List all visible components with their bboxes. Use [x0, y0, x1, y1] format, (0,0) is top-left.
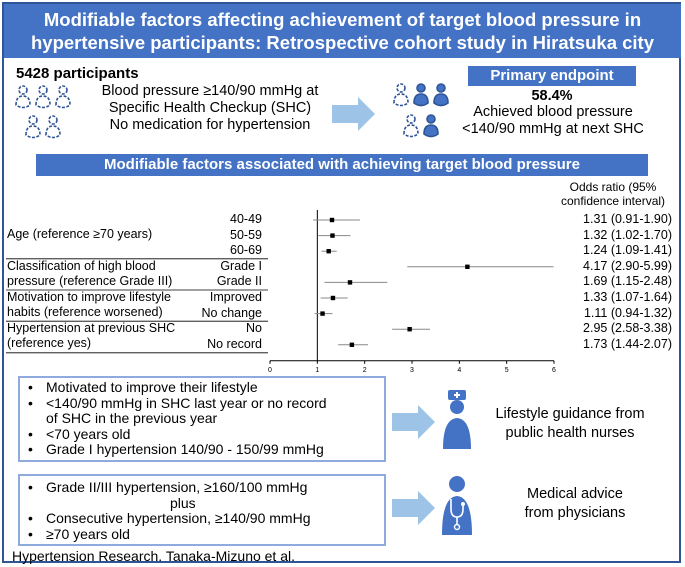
- x-tick-label: 3: [410, 367, 414, 374]
- lifestyle-item-text: of SHC in the previous year: [46, 410, 218, 426]
- endpoint-line-2: <140/90 mmHg at next SHC: [462, 121, 644, 137]
- x-tick-label: 4: [457, 367, 461, 374]
- subgroup-label: Grade II: [216, 274, 262, 289]
- odds-ratio-text: 1.69 (1.15-2.48): [583, 274, 672, 289]
- lifestyle-item-text: Grade I hypertension 140/90 - 150/99 mmH…: [46, 441, 324, 457]
- medical-item: • ≥70 years old: [28, 525, 130, 542]
- citation: Hypertension Research. Tanaka-Mizuno et …: [12, 548, 296, 564]
- x-tick-label: 5: [505, 367, 509, 374]
- medical-outcome: Medical advice from physicians: [490, 485, 660, 523]
- or-header: Odds ratio (95% confidence interval): [553, 180, 673, 208]
- lifestyle-outcome-line-1: Lifestyle guidance from: [495, 406, 645, 422]
- criteria-line-1: Blood pressure ≥140/90 mmHg at: [101, 83, 319, 99]
- nurse-icon: [443, 390, 471, 449]
- title-line-1: Modifiable factors affecting achievement…: [43, 9, 642, 30]
- subgroup-label: Improved: [209, 290, 262, 304]
- lifestyle-list: • Motivated to improve their lifestyle • <1…: [20, 379, 384, 458]
- criteria-line-2: Specific Health Checkup (SHC): [108, 100, 312, 116]
- medical-plus-text: plus: [170, 494, 196, 511]
- right-arrow-icon: [332, 97, 375, 131]
- lifestyle-item-text: <70 years old: [46, 425, 131, 442]
- x-tick-label: 6: [552, 367, 556, 374]
- point-estimate: [347, 280, 353, 285]
- lifestyle-item-text: Motivated to improve their lifestyle: [46, 379, 258, 395]
- medical-plus: plus: [20, 494, 384, 512]
- odds-ratio-text: 1.31 (0.91-1.90): [583, 212, 672, 226]
- odds-ratio-text: 4.17 (2.90-5.99): [583, 258, 672, 273]
- lifestyle-arrow-icon: [392, 405, 435, 439]
- medical-outcome-line-2: from physicians: [524, 505, 626, 521]
- point-estimate: [465, 264, 470, 269]
- lifestyle-criteria-box: • Motivated to improve their lifestyle • <1…: [18, 376, 386, 462]
- medical-item-text: Grade II/III hypertension, ≥160/100 mmHg: [46, 479, 308, 495]
- medical-list: • Grade II/III hypertension, ≥160/100 mmH…: [20, 479, 384, 542]
- people-group-icon: [15, 85, 71, 139]
- participants-count: 5428 participants: [16, 65, 139, 82]
- odds-ratio-text: 1.33 (1.07-1.64): [583, 290, 672, 304]
- group-label: (reference yes): [7, 336, 92, 350]
- endpoint-line-1: Achieved blood pressure: [473, 104, 633, 120]
- title-line-2: hypertensive participants: Retrospective…: [30, 32, 654, 53]
- odds-ratio-text: 1.73 (1.44-2.07): [583, 336, 672, 351]
- forest-plot: Odds ratio (95% confidence interval) 0 1 2…: [0, 178, 685, 374]
- point-estimate: [330, 233, 335, 238]
- people-achieved-icon: [393, 83, 449, 138]
- group-label: habits (reference worsened): [7, 304, 163, 319]
- subgroup-label: No record: [207, 336, 262, 351]
- group-label: Classification of high blood: [7, 258, 156, 273]
- lifestyle-outcome: Lifestyle guidance from public health nu…: [480, 405, 660, 443]
- medical-arrow-icon: [392, 491, 435, 525]
- or-header-line-2: confidence interval): [560, 194, 666, 208]
- subgroup-label: 40-49: [230, 212, 262, 226]
- lifestyle-item-text: <140/90 mmHg in SHC last year or no reco…: [46, 394, 327, 411]
- point-estimate: [326, 249, 331, 254]
- subgroup-label: No change: [201, 305, 262, 320]
- medical-criteria-box: • Grade II/III hypertension, ≥160/100 mmH…: [18, 474, 386, 546]
- lifestyle-item: • Motivated to improve their lifestyle: [20, 379, 384, 396]
- odds-ratio-text: 1.32 (1.02-1.70): [583, 227, 672, 242]
- medical-item-text: ≥70 years old: [46, 525, 130, 542]
- physician-icon: [442, 476, 472, 535]
- or-header-line-1: Odds ratio (95%: [569, 180, 657, 194]
- group-label: pressure (reference Grade III): [7, 273, 173, 288]
- subgroup-label: 50-59: [230, 227, 262, 242]
- odds-ratio-text: 2.95 (2.58-3.38): [583, 321, 672, 336]
- subgroup-label: No: [246, 321, 262, 336]
- point-estimate: [407, 327, 412, 332]
- inclusion-criteria: Blood pressure ≥140/90 mmHg at Specific …: [80, 83, 340, 134]
- lifestyle-item: • <70 years old: [20, 425, 384, 443]
- subgroup-label: Grade I: [220, 258, 262, 273]
- lifestyle-outcome-line-2: public health nurses: [505, 425, 635, 441]
- factors-banner: Modifiable factors associated with achie…: [36, 154, 648, 176]
- point-estimate: [349, 342, 355, 347]
- point-estimate: [329, 217, 335, 223]
- odds-ratio-text: 1.24 (1.09-1.41): [583, 243, 672, 258]
- medical-item: • Grade II/III hypertension, ≥160/100 mmH…: [28, 479, 308, 495]
- lifestyle-item: • <140/90 mmHg in SHC last year or no rec…: [20, 394, 384, 427]
- primary-endpoint-desc: Achieved blood pressure <140/90 mmHg at …: [448, 104, 658, 138]
- lifestyle-item: • Grade I hypertension 140/90 - 150/99 mm…: [20, 441, 384, 458]
- medical-outcome-line-1: Medical advice: [527, 486, 623, 502]
- x-tick-label: 1: [315, 367, 319, 374]
- odds-ratio-text: 1.11 (0.94-1.32): [583, 305, 672, 320]
- medical-item-text: Consecutive hypertension, ≥140/90 mmHg: [46, 510, 311, 526]
- group-label: Hypertension at previous SHC: [7, 321, 176, 335]
- group-label: Age (reference ≥70 years): [7, 227, 153, 242]
- group-label: Motivation to improve lifestyle: [7, 289, 171, 304]
- point-estimate: [330, 295, 336, 301]
- criteria-line-3: No medication for hypertension: [109, 117, 311, 133]
- title-banner: Modifiable factors affecting achievement…: [4, 4, 681, 58]
- point-estimate: [320, 311, 325, 316]
- primary-endpoint-label: Primary endpoint: [468, 66, 636, 86]
- primary-endpoint-value: 58.4%: [531, 88, 573, 104]
- medical-item: • Consecutive hypertension, ≥140/90 mmHg: [28, 510, 311, 526]
- forest-plot-svg: 0 1 2 3 4 5 6: [6, 210, 556, 374]
- x-tick-label: 2: [363, 367, 367, 374]
- subgroup-label: 60-69: [230, 243, 262, 258]
- x-tick-label: 0: [268, 367, 272, 374]
